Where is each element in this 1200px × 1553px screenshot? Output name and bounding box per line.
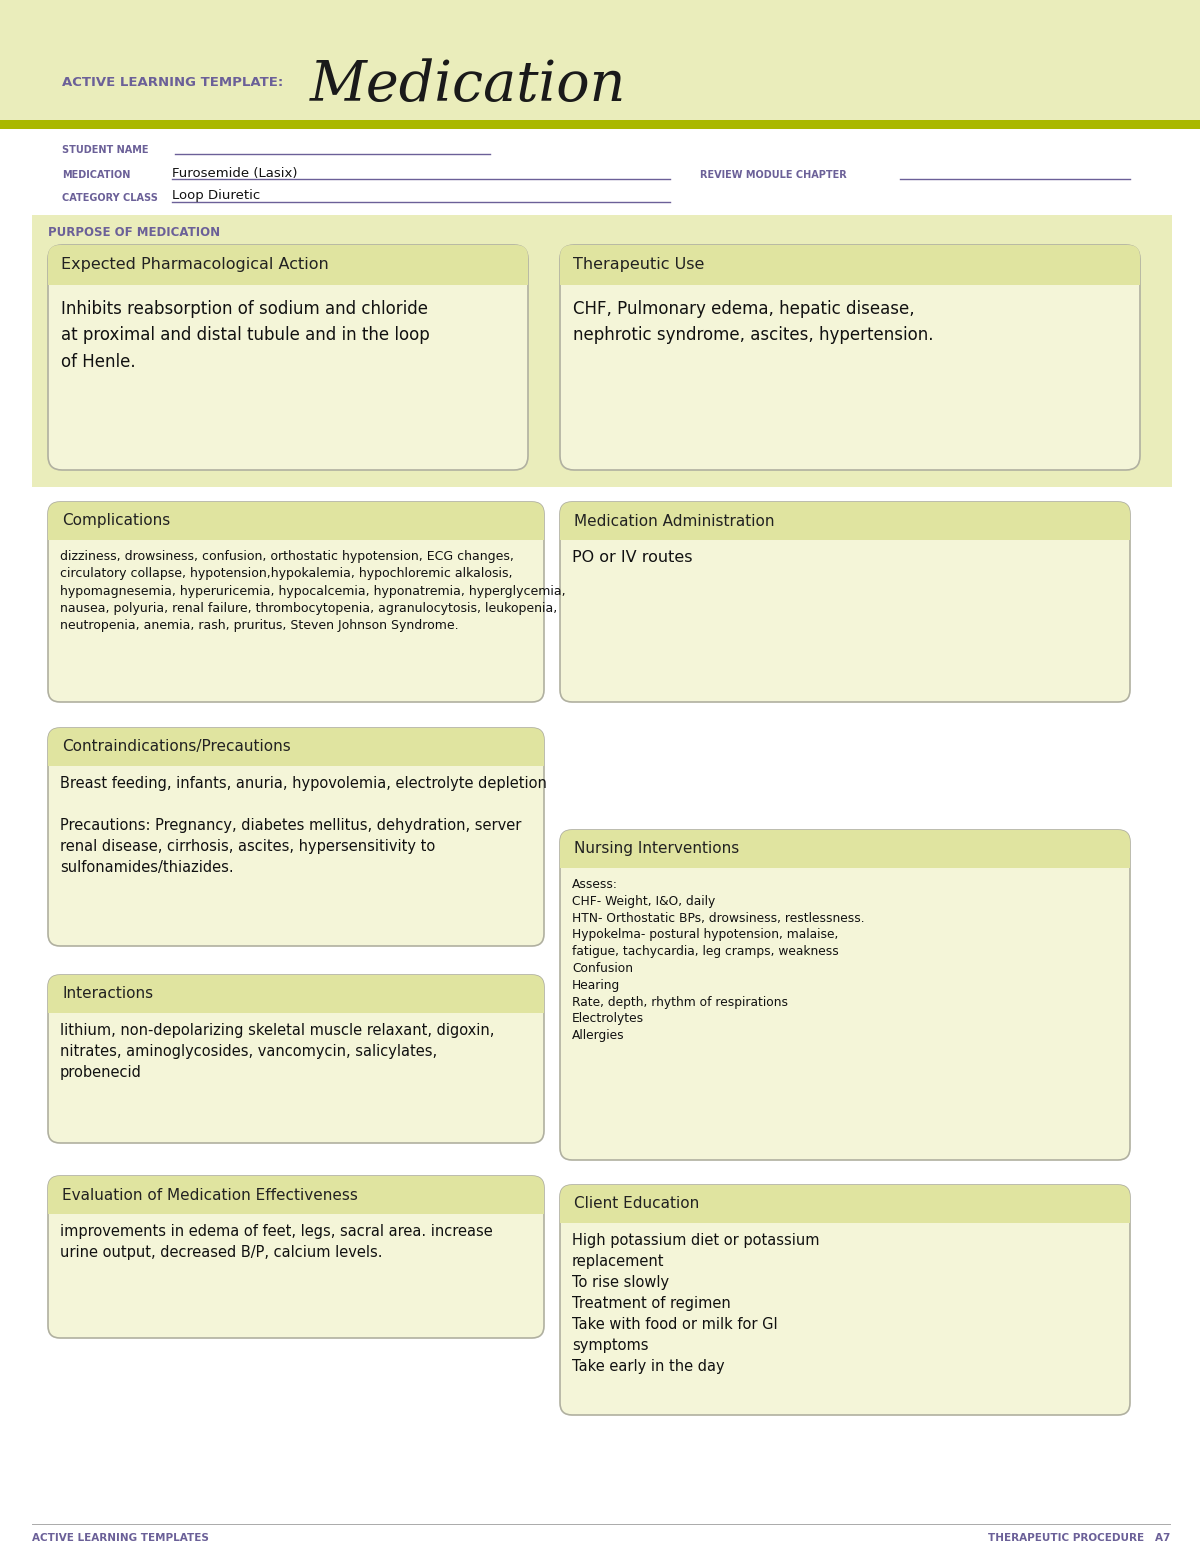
Bar — [560, 269, 1140, 286]
Bar — [0, 0, 1200, 120]
FancyBboxPatch shape — [560, 1185, 1130, 1224]
Text: dizziness, drowsiness, confusion, orthostatic hypotension, ECG changes,
circulat: dizziness, drowsiness, confusion, orthos… — [60, 550, 565, 632]
FancyBboxPatch shape — [560, 1185, 1130, 1415]
FancyBboxPatch shape — [48, 245, 528, 286]
FancyBboxPatch shape — [48, 1176, 544, 1214]
FancyBboxPatch shape — [560, 502, 1130, 540]
Text: Nursing Interventions: Nursing Interventions — [574, 842, 739, 857]
Text: STUDENT NAME: STUDENT NAME — [62, 144, 149, 155]
Text: Complications: Complications — [62, 514, 170, 528]
Text: Client Education: Client Education — [574, 1196, 700, 1211]
FancyBboxPatch shape — [48, 728, 544, 946]
Text: Assess:
CHF- Weight, I&O, daily
HTN- Orthostatic BPs, drowsiness, restlessness.
: Assess: CHF- Weight, I&O, daily HTN- Ort… — [572, 877, 865, 1042]
Text: Contraindications/Precautions: Contraindications/Precautions — [62, 739, 290, 755]
Text: Breast feeding, infants, anuria, hypovolemia, electrolyte depletion

Precautions: Breast feeding, infants, anuria, hypovol… — [60, 776, 547, 874]
FancyBboxPatch shape — [560, 829, 1130, 868]
Bar — [48, 1197, 544, 1214]
FancyBboxPatch shape — [48, 245, 528, 471]
Text: MEDICATION: MEDICATION — [62, 169, 131, 180]
Text: CHF, Pulmonary edema, hepatic disease,
nephrotic syndrome, ascites, hypertension: CHF, Pulmonary edema, hepatic disease, n… — [574, 300, 934, 345]
Text: REVIEW MODULE CHAPTER: REVIEW MODULE CHAPTER — [700, 169, 847, 180]
FancyBboxPatch shape — [48, 975, 544, 1143]
Text: PO or IV routes: PO or IV routes — [572, 550, 692, 565]
Bar — [560, 1207, 1130, 1224]
Text: lithium, non-depolarizing skeletal muscle relaxant, digoxin,
nitrates, aminoglyc: lithium, non-depolarizing skeletal muscl… — [60, 1023, 494, 1079]
Bar — [48, 750, 544, 766]
Bar — [48, 523, 544, 540]
Text: improvements in edema of feet, legs, sacral area. increase
urine output, decreas: improvements in edema of feet, legs, sac… — [60, 1224, 493, 1259]
Bar — [48, 269, 528, 286]
Text: Expected Pharmacological Action: Expected Pharmacological Action — [61, 258, 329, 272]
FancyBboxPatch shape — [48, 1176, 544, 1339]
FancyBboxPatch shape — [48, 975, 544, 1013]
Text: Inhibits reabsorption of sodium and chloride
at proximal and distal tubule and i: Inhibits reabsorption of sodium and chlo… — [61, 300, 430, 371]
Text: Therapeutic Use: Therapeutic Use — [574, 258, 704, 272]
Bar — [0, 120, 1200, 129]
Bar — [560, 853, 1130, 868]
Text: ACTIVE LEARNING TEMPLATE:: ACTIVE LEARNING TEMPLATE: — [62, 76, 283, 89]
Text: High potassium diet or potassium
replacement
To rise slowly
Treatment of regimen: High potassium diet or potassium replace… — [572, 1233, 820, 1374]
Text: CATEGORY CLASS: CATEGORY CLASS — [62, 193, 158, 203]
Text: Furosemide (Lasix): Furosemide (Lasix) — [172, 166, 298, 180]
Bar — [560, 523, 1130, 540]
Text: PURPOSE OF MEDICATION: PURPOSE OF MEDICATION — [48, 225, 220, 239]
FancyBboxPatch shape — [48, 502, 544, 540]
FancyBboxPatch shape — [48, 728, 544, 766]
Text: Evaluation of Medication Effectiveness: Evaluation of Medication Effectiveness — [62, 1188, 358, 1202]
Text: Loop Diuretic: Loop Diuretic — [172, 189, 260, 202]
Text: Interactions: Interactions — [62, 986, 154, 1002]
Bar — [48, 997, 544, 1013]
Text: THERAPEUTIC PROCEDURE   A7: THERAPEUTIC PROCEDURE A7 — [988, 1533, 1170, 1544]
Text: ACTIVE LEARNING TEMPLATES: ACTIVE LEARNING TEMPLATES — [32, 1533, 209, 1544]
FancyBboxPatch shape — [560, 245, 1140, 286]
FancyBboxPatch shape — [48, 502, 544, 702]
Text: Medication Administration: Medication Administration — [574, 514, 774, 528]
FancyBboxPatch shape — [560, 245, 1140, 471]
Bar — [32, 214, 1172, 488]
FancyBboxPatch shape — [560, 829, 1130, 1160]
FancyBboxPatch shape — [560, 502, 1130, 702]
Text: Medication: Medication — [310, 59, 626, 113]
